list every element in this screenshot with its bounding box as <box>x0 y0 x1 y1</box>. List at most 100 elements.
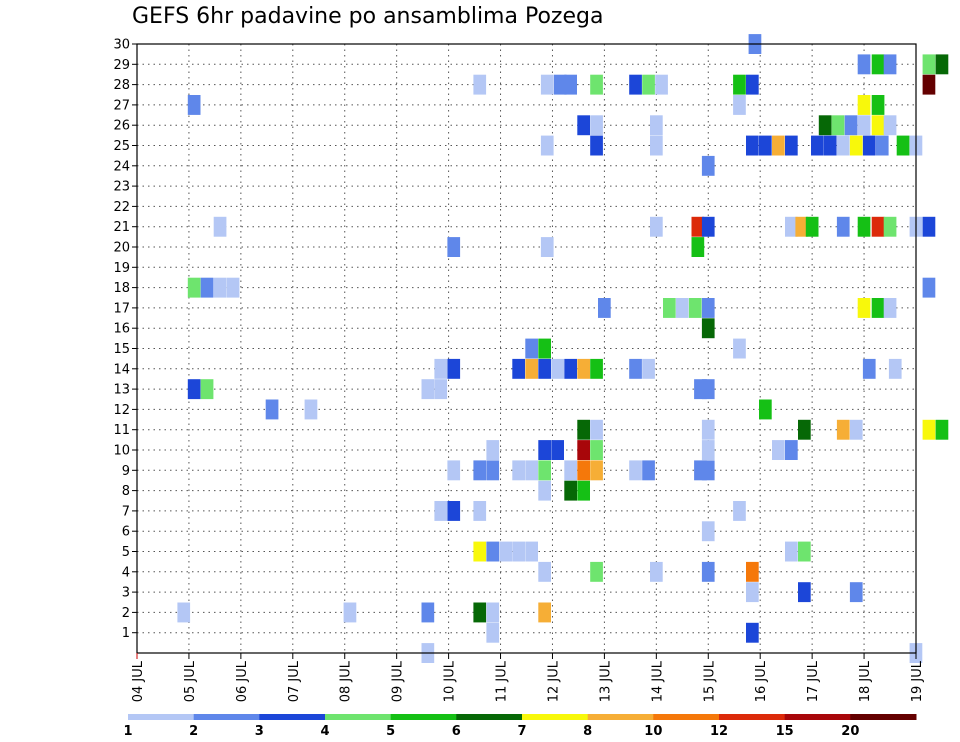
heatmap-cell <box>577 480 590 501</box>
heatmap-cell <box>811 135 824 156</box>
y-tick-label: 3 <box>122 586 130 601</box>
heatmap-cell <box>871 216 885 237</box>
heatmap-cell <box>486 622 500 643</box>
heatmap-cell <box>922 277 936 298</box>
x-tick-label: 08 JUL <box>339 660 354 702</box>
heatmap-cell <box>746 561 759 582</box>
heatmap-cell <box>577 460 590 481</box>
colorbar-label: 6 <box>452 724 461 739</box>
heatmap-cell <box>849 135 863 156</box>
heatmap-cell <box>849 582 863 603</box>
y-tick-label: 27 <box>113 98 130 113</box>
heatmap-cell <box>785 440 798 460</box>
heatmap-cell <box>577 440 590 460</box>
colorbar-swatch <box>850 714 917 720</box>
heatmap-cell <box>590 561 603 582</box>
heatmap-cell <box>473 501 487 521</box>
heatmap-cell <box>642 74 655 95</box>
y-tick-label: 4 <box>122 565 130 580</box>
heatmap-cell <box>857 95 871 115</box>
heatmap-cell <box>200 379 214 400</box>
heatmap-cell <box>540 135 554 156</box>
heatmap-cell <box>857 115 871 136</box>
heatmap-cell <box>650 135 663 156</box>
heatmap-cell <box>590 74 603 95</box>
heatmap-cell <box>798 582 811 603</box>
colorbar-swatch <box>259 714 326 720</box>
heatmap-cell <box>871 298 885 318</box>
heatmap-cell <box>701 561 715 582</box>
heatmap-cell <box>538 561 551 582</box>
heatmap-cell <box>862 358 876 379</box>
heatmap-cell <box>733 501 746 521</box>
y-tick-label: 30 <box>113 38 130 53</box>
x-tick-label: 09 JUL <box>391 660 406 702</box>
colorbar-label: 4 <box>320 724 329 739</box>
colorbar-label: 12 <box>710 724 728 739</box>
heatmap-cell <box>486 541 500 562</box>
heatmap-cell <box>642 460 655 481</box>
y-tick-label: 22 <box>113 200 130 215</box>
y-tick-label: 21 <box>113 220 130 235</box>
heatmap-cell <box>871 54 885 75</box>
heatmap-cell <box>795 216 809 237</box>
heatmap-cell <box>551 358 564 379</box>
y-tick-label: 5 <box>122 545 130 560</box>
x-tick-label: 19 JUL <box>910 660 925 702</box>
heatmap-cell <box>213 216 227 237</box>
heatmap-cell <box>447 237 461 257</box>
heatmap-cell <box>798 419 811 440</box>
colorbar-swatch <box>784 714 851 720</box>
colorbar-label: 10 <box>644 724 662 739</box>
colorbar-swatch <box>390 714 457 720</box>
heatmap-cell <box>862 135 876 156</box>
y-tick-label: 24 <box>113 159 130 174</box>
heatmap-cell <box>691 216 705 237</box>
heatmap-cell <box>564 74 577 95</box>
heatmap-cell <box>733 95 746 115</box>
y-tick-label: 26 <box>113 119 130 134</box>
heatmap-cell <box>746 582 759 603</box>
heatmap-cell <box>486 440 500 460</box>
colorbar-label: 3 <box>255 724 264 739</box>
heatmap-cell <box>551 440 564 460</box>
heatmap-cell <box>486 460 500 481</box>
heatmap-cell <box>650 561 663 582</box>
colorbar-swatch <box>522 714 589 720</box>
heatmap-cell <box>187 95 201 115</box>
y-tick-label: 17 <box>113 301 130 316</box>
y-tick-label: 7 <box>122 504 130 519</box>
heatmap-cell <box>421 379 435 400</box>
x-tick-label: 17 JUL <box>806 660 821 702</box>
heatmap-cell <box>590 460 603 481</box>
y-tick-label: 25 <box>113 139 130 154</box>
y-tick-label: 10 <box>113 444 130 459</box>
heatmap-cell <box>650 216 663 237</box>
heatmap-cell <box>922 216 936 237</box>
heatmap-cell <box>642 358 655 379</box>
heatmap-cell <box>831 115 845 136</box>
heatmap-cell <box>177 602 191 623</box>
heatmap-cell <box>538 440 551 460</box>
heatmap-cell <box>525 541 538 562</box>
y-tick-label: 2 <box>122 606 130 621</box>
colorbar-label: 15 <box>776 724 794 739</box>
heatmap-cell <box>688 298 702 318</box>
y-tick-label: 19 <box>113 261 130 276</box>
heatmap-cell <box>922 74 936 95</box>
heatmap-cell <box>187 379 201 400</box>
x-tick-label: 07 JUL <box>287 660 302 702</box>
x-tick-label: 10 JUL <box>443 660 458 702</box>
heatmap-cell <box>473 460 487 481</box>
y-tick-label: 15 <box>113 342 130 357</box>
heatmap-cell <box>785 135 798 156</box>
heatmap-cell <box>857 298 871 318</box>
x-tick-label: 16 JUL <box>754 660 769 702</box>
heatmap-cell <box>883 54 897 75</box>
heatmap-cell <box>759 399 772 420</box>
heatmap-cell <box>701 440 715 460</box>
colorbar-label: 20 <box>841 724 859 739</box>
y-tick-label: 13 <box>113 383 130 398</box>
heatmap-cell <box>525 460 538 481</box>
y-tick-label: 9 <box>122 464 130 479</box>
